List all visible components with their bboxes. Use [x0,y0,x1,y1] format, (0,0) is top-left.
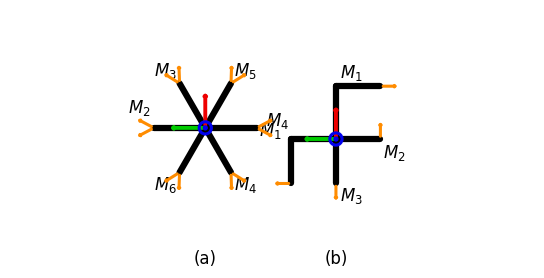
Text: $M_4$: $M_4$ [234,175,257,195]
Text: (b): (b) [324,250,348,267]
Text: $M_1$: $M_1$ [259,121,282,141]
Text: $M_4$: $M_4$ [265,111,289,131]
Text: $M_3$: $M_3$ [340,186,363,206]
Circle shape [203,126,207,130]
Text: $M_5$: $M_5$ [234,61,256,81]
Circle shape [334,137,338,141]
Text: (a): (a) [194,250,217,267]
Text: $M_3$: $M_3$ [154,61,177,81]
Text: $M_1$: $M_1$ [340,63,363,83]
Text: $M_2$: $M_2$ [383,143,406,163]
Text: $M_6$: $M_6$ [154,175,177,195]
Text: $M_2$: $M_2$ [128,98,151,118]
